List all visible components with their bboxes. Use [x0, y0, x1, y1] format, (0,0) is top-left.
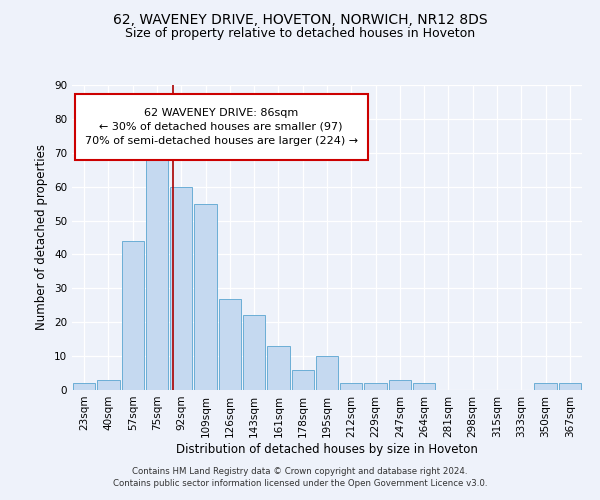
Bar	[146, 153, 168, 390]
Bar	[218, 298, 241, 390]
Bar	[97, 380, 119, 390]
Bar	[170, 186, 193, 390]
FancyBboxPatch shape	[74, 94, 368, 160]
Bar	[559, 383, 581, 390]
Bar	[413, 383, 436, 390]
Bar	[535, 383, 557, 390]
Bar	[122, 241, 144, 390]
Y-axis label: Number of detached properties: Number of detached properties	[35, 144, 49, 330]
Text: Size of property relative to detached houses in Hoveton: Size of property relative to detached ho…	[125, 28, 475, 40]
Bar	[389, 380, 411, 390]
Bar	[316, 356, 338, 390]
X-axis label: Distribution of detached houses by size in Hoveton: Distribution of detached houses by size …	[176, 442, 478, 456]
Text: 62 WAVENEY DRIVE: 86sqm
← 30% of detached houses are smaller (97)
70% of semi-de: 62 WAVENEY DRIVE: 86sqm ← 30% of detache…	[85, 108, 358, 146]
Bar	[364, 383, 387, 390]
Bar	[340, 383, 362, 390]
Bar	[243, 316, 265, 390]
Text: 62, WAVENEY DRIVE, HOVETON, NORWICH, NR12 8DS: 62, WAVENEY DRIVE, HOVETON, NORWICH, NR1…	[113, 12, 487, 26]
Bar	[292, 370, 314, 390]
Text: Contains HM Land Registry data © Crown copyright and database right 2024.
Contai: Contains HM Land Registry data © Crown c…	[113, 466, 487, 487]
Bar	[194, 204, 217, 390]
Bar	[73, 383, 95, 390]
Bar	[267, 346, 290, 390]
